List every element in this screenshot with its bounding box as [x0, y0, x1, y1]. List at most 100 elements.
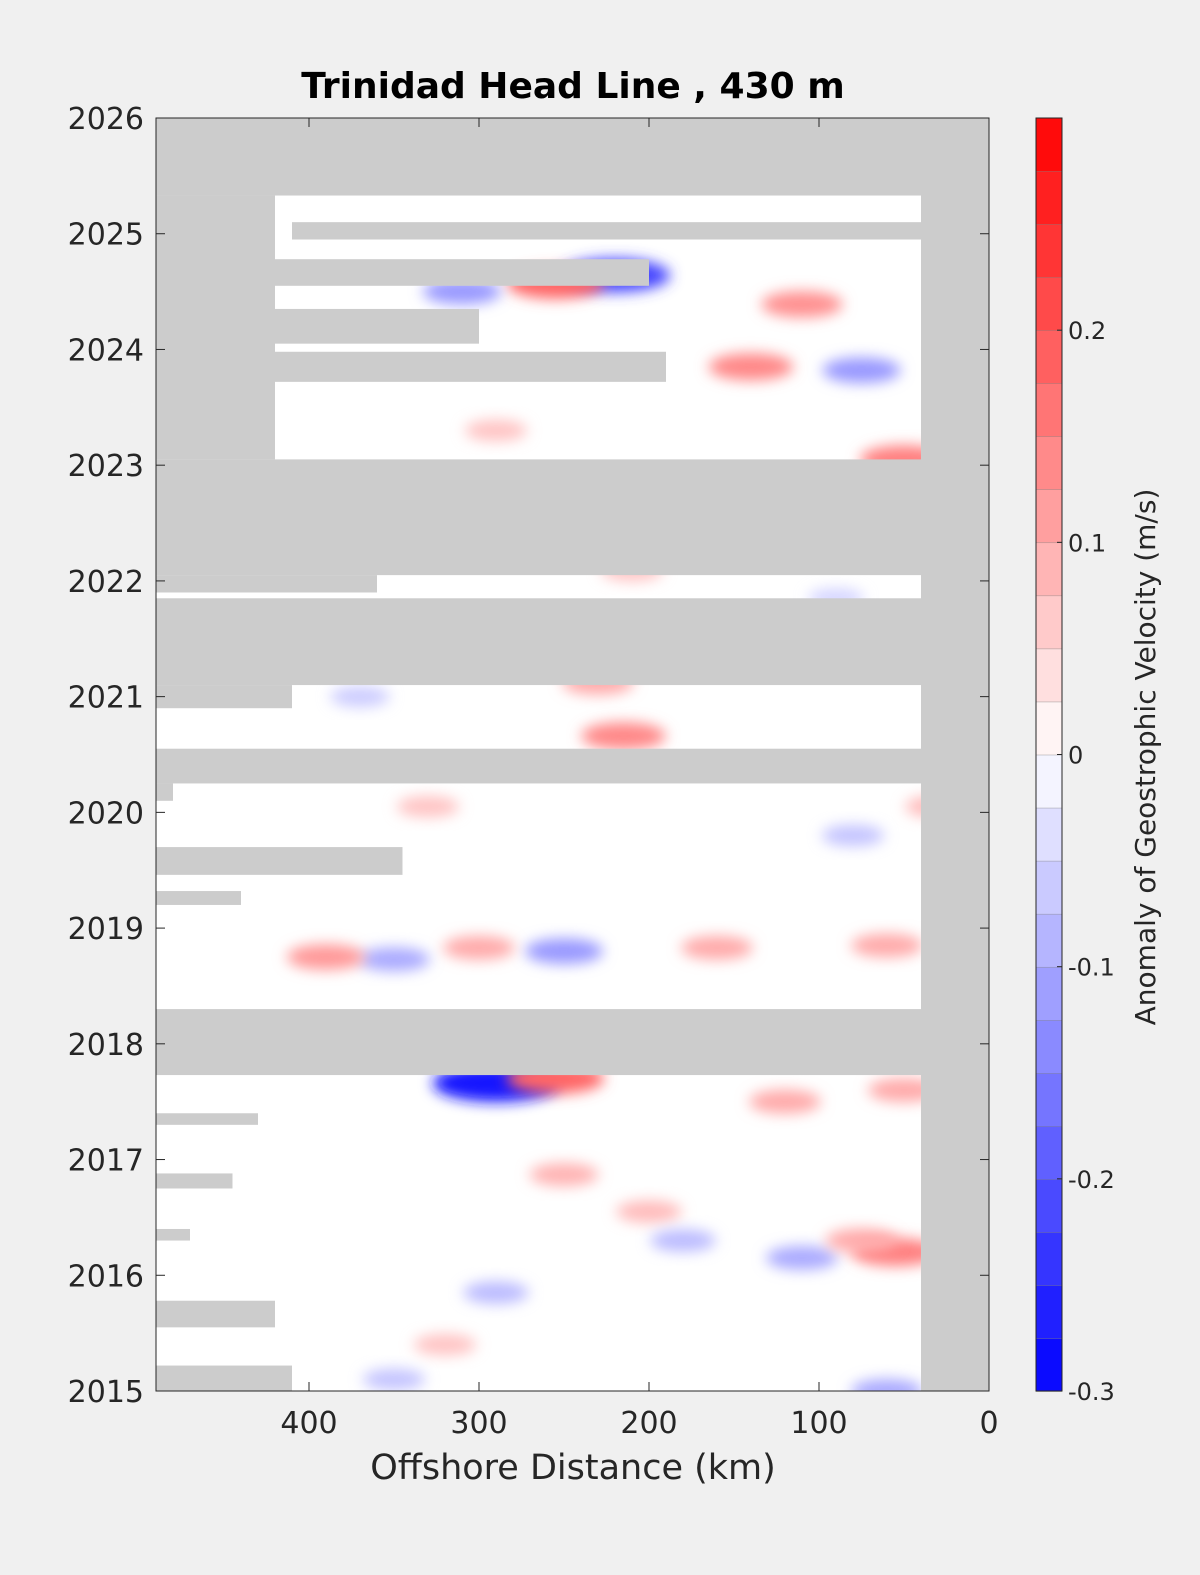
- anomaly-blob: [749, 1089, 821, 1114]
- colorbar-segment: [1035, 701, 1063, 756]
- y-axis: 2015 2016 2017 2018 2019 2020 2021 2022 2023 2024…: [68, 102, 989, 1410]
- anomaly-blob: [650, 1229, 716, 1252]
- anomaly-blob: [524, 938, 604, 965]
- anomaly-blob: [330, 686, 390, 708]
- y-tick-label: 2023: [68, 449, 144, 484]
- y-tick-label: 2016: [68, 1259, 144, 1294]
- anomaly-blob: [822, 357, 901, 384]
- missing-data-region: [156, 598, 921, 686]
- x-tick-label: 100: [790, 1406, 847, 1441]
- missing-data-region: [156, 1228, 190, 1241]
- colorbar-segment: [1035, 1231, 1063, 1286]
- y-tick-label: 2025: [68, 218, 144, 253]
- x-tick-label: 0: [979, 1406, 998, 1441]
- x-tick-label: 300: [450, 1406, 507, 1441]
- colorbar-segment: [1035, 117, 1063, 172]
- missing-data-region: [156, 459, 989, 576]
- colorbar-segment: [1035, 170, 1063, 225]
- anomaly-blob: [362, 1368, 426, 1391]
- missing-data-region: [156, 685, 292, 709]
- colorbar-tick-label: -0.2: [1068, 1166, 1115, 1194]
- colorbar-label: Anomaly of Geostrophic Velocity (m/s): [1129, 489, 1162, 1026]
- colorbar-segment: [1035, 542, 1063, 597]
- anomaly-blob: [761, 291, 843, 318]
- missing-data-region: [921, 118, 989, 1391]
- missing-data-region: [156, 1009, 921, 1076]
- y-tick-label: 2015: [68, 1375, 144, 1410]
- anomaly-blob: [396, 795, 460, 818]
- anomaly-blob: [616, 1200, 682, 1223]
- y-tick-label: 2019: [68, 912, 144, 947]
- missing-data-region: [156, 1173, 233, 1189]
- colorbar-segment: [1035, 1337, 1063, 1392]
- anomaly-blob: [443, 935, 515, 960]
- missing-data-region: [156, 783, 173, 801]
- missing-data-region: [156, 1300, 275, 1328]
- anomaly-blob: [851, 1379, 923, 1391]
- x-axis-label: Offshore Distance (km): [370, 1448, 776, 1488]
- anomaly-blob: [413, 1333, 477, 1356]
- colorbar-segment: [1035, 329, 1063, 384]
- missing-data-region: [156, 1113, 258, 1125]
- plot-frame: [155, 117, 990, 1392]
- anomaly-blob: [825, 1228, 898, 1253]
- missing-data-region: [275, 259, 649, 286]
- x-tick-label: 200: [620, 1406, 677, 1441]
- anomaly-blob: [464, 419, 528, 442]
- y-tick-label: 2021: [68, 681, 144, 716]
- missing-data-region: [156, 575, 377, 593]
- missing-data-region: [275, 308, 479, 344]
- anomaly-blob: [358, 947, 430, 972]
- missing-data-region: [275, 351, 666, 382]
- anomaly-blob: [821, 824, 885, 847]
- anomaly-blob: [851, 933, 923, 958]
- colorbar-segment: [1035, 807, 1063, 862]
- missing-data-region: [156, 1365, 292, 1391]
- y-tick-label: 2020: [68, 796, 144, 831]
- colorbar-segment: [1035, 1072, 1063, 1127]
- colorbar-segment: [1035, 860, 1063, 915]
- colorbar-segment: [1035, 383, 1063, 437]
- missing-data-region: [156, 891, 241, 905]
- colorbar: -0.3 -0.2 -0.1 0 0.1 0.2: [1035, 117, 1115, 1406]
- colorbar-tick-label: -0.3: [1068, 1378, 1115, 1406]
- colorbar-tick-label: 0: [1068, 742, 1083, 770]
- missing-data-region: [292, 222, 921, 240]
- anomaly-blob: [529, 1162, 599, 1187]
- x-tick-label: 400: [280, 1406, 337, 1441]
- colorbar-segment: [1035, 436, 1063, 490]
- y-tick-label: 2017: [68, 1144, 144, 1179]
- missing-data-layer: [156, 118, 989, 1391]
- colorbar-segment: [1035, 913, 1063, 968]
- anomaly-blob: [286, 944, 366, 970]
- colorbar-tick-label: 0.1: [1068, 529, 1106, 557]
- colorbar-segment: [1035, 754, 1063, 809]
- colorbar-segment: [1035, 595, 1063, 650]
- colorbar-tick-label: 0.2: [1068, 317, 1106, 345]
- anomaly-blob: [681, 935, 753, 960]
- colorbar-segment: [1035, 1284, 1063, 1339]
- missing-data-region: [156, 195, 275, 460]
- colorbar-segment: [1035, 223, 1063, 278]
- y-tick-label: 2024: [68, 333, 144, 368]
- colorbar-segment: [1035, 648, 1063, 703]
- colorbar-segment: [1035, 1019, 1063, 1074]
- anomaly-blob: [766, 1245, 838, 1270]
- y-tick-label: 2018: [68, 1028, 144, 1063]
- colorbar-segment: [1035, 1178, 1063, 1233]
- colorbar-segment: [1035, 276, 1063, 331]
- y-tick-label: 2026: [68, 102, 144, 137]
- missing-data-region: [156, 847, 403, 875]
- anomaly-blob: [581, 722, 666, 750]
- anomaly-blob: [708, 353, 794, 381]
- x-axis: 400 300 200 100 0: [280, 118, 999, 1441]
- missing-data-region: [156, 748, 921, 784]
- missing-data-region: [156, 118, 989, 196]
- anomaly-blob: [463, 1281, 529, 1304]
- y-tick-label: 2022: [68, 565, 144, 600]
- colorbar-segment: [1035, 1125, 1063, 1180]
- colorbar-segment: [1035, 489, 1063, 544]
- colorbar-segment: [1035, 966, 1063, 1021]
- colorbar-tick-label: -0.1: [1068, 954, 1115, 982]
